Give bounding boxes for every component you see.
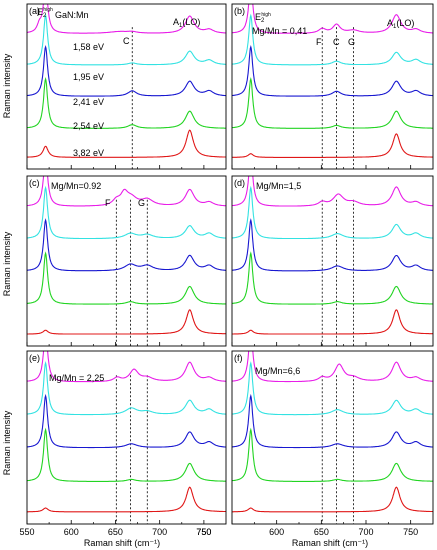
panel-b: (b) [231,3,434,170]
x-axis-label-right: Raman shift (cm⁻¹) [292,538,368,548]
plot-frame [231,175,434,347]
panel-header: Mg/Mn=0.92 [51,181,101,191]
x-tick-label: 750 [196,527,211,537]
panel-f: 600 650 700 750 (f) [231,350,434,537]
a1-lo-label: A1(LO) [173,17,200,29]
x-tick-label: 700 [358,527,373,537]
spectrum-line-magenta [27,176,226,207]
spectrum-line-red [232,133,433,158]
energy-label-red: 3,82 eV [73,148,104,158]
x-tick-label: 600 [269,527,284,537]
spectrum-line-red [27,129,226,158]
x-axis-label-left: Raman shift (cm⁻¹) [84,538,160,548]
spectra-group [27,176,226,335]
spectrum-line-cyan [27,360,226,416]
x-tick-label: 550 [19,527,34,537]
spectrum-line-magenta [232,176,433,207]
spectrum-line-blue [27,44,226,97]
f-peak-label: F [316,37,322,47]
spectrum-line-red [27,486,226,513]
spectrum-line-magenta [27,4,226,34]
e2-high-label: E2high [255,12,271,24]
spectrum-line-blue [27,218,226,272]
panel-header: Mg/Mn=6,6 [255,366,300,376]
spectrum-line-blue [27,393,226,449]
f-peak-label: F [105,198,111,208]
spectrum-line-magenta [232,351,433,383]
panel-a: (a) [26,3,227,170]
spectra-group [232,176,433,335]
spectrum-line-blue [232,393,433,449]
spectra-group [232,4,433,158]
plot-frame [26,175,227,347]
spectrum-line-green [232,251,433,305]
x-tick-label: 650 [108,527,123,537]
x-tick-label: 750 [196,527,211,537]
spectrum-line-red [232,486,433,513]
panel-letter: (d) [234,178,245,188]
spectrum-line-cyan [232,185,433,240]
panel-letter: (e) [29,353,40,363]
x-tick-label: 700 [152,527,167,537]
plot-frame [26,3,227,170]
g-peak-label: G [138,198,145,208]
panel-header: Mg/Mn=1,5 [256,181,301,191]
spectra-group [27,351,226,513]
spectrum-line-green [27,427,226,482]
panel-letter: (c) [29,178,40,188]
c-peak-label: C [123,36,130,46]
energy-label-cyan: 1,95 eV [73,72,104,82]
spectrum-line-cyan [232,13,433,66]
spectrum-line-blue [232,218,433,272]
spectrum-line-green [232,76,433,129]
g-peak-label: G [348,37,355,47]
y-axis-label-middle: Raman intensity [2,231,12,296]
spectrum-line-green [232,427,433,482]
panel-header: Mg/Mn = 0,41 [252,26,307,36]
x-tick-label: 750 [403,527,418,537]
panel-letter: (a) [29,6,40,16]
a1-lo-label: A1(LO) [387,18,414,30]
x-tick-label: 650 [314,527,329,537]
spectrum-line-magenta [232,4,433,34]
panel-letter: (f) [234,353,243,363]
panel-letter: (b) [234,6,245,16]
y-axis-label-bottom: Raman intensity [2,410,12,475]
plot-frame [231,350,434,525]
c-peak-label: C [333,37,340,47]
energy-label-blue: 2,41 eV [73,97,104,107]
plot-frame [231,3,434,170]
spectrum-line-magenta [27,351,226,383]
energy-label-magenta: 1,58 eV [73,42,104,52]
spectra-group [27,4,226,158]
spectrum-line-blue [232,44,433,97]
x-tick-label: 600 [64,527,79,537]
y-axis-label-top: Raman intensity [2,53,12,118]
spectrum-line-cyan [232,361,433,416]
spectrum-line-red [27,309,226,335]
energy-label-green: 2,54 eV [73,121,104,131]
spectrum-line-green [27,76,226,129]
panel-c: (c) [26,175,227,347]
spectra-group [232,351,433,513]
panel-d: (d) [231,175,434,347]
spectrum-line-cyan [27,13,226,66]
spectrum-line-cyan [27,185,226,240]
spectrum-line-green [27,251,226,305]
spectrum-line-red [232,309,433,335]
panel-header: GaN:Mn [55,10,89,20]
e2-high-label: E2high [37,7,53,19]
plot-frame [26,350,227,525]
panel-header: Mg/Mn = 2,25 [49,373,104,383]
